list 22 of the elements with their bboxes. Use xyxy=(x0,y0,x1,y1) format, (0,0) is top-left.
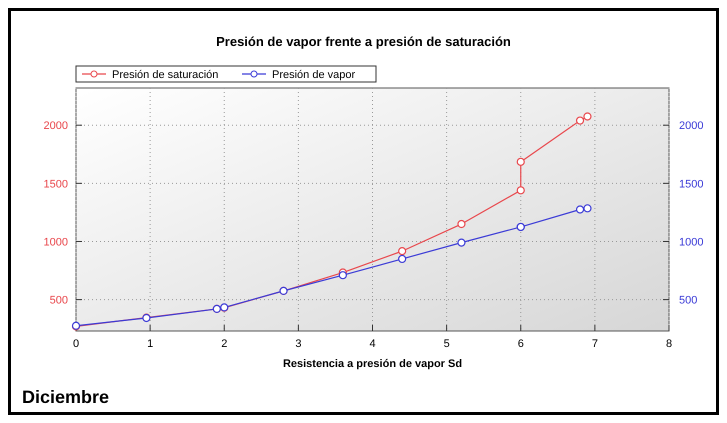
x-tick-label: 6 xyxy=(518,338,524,350)
legend-label: Presión de vapor xyxy=(272,69,356,81)
x-tick-label: 1 xyxy=(147,338,154,350)
y-tick-label: 1500 xyxy=(44,178,68,190)
x-tick-label: 5 xyxy=(444,338,450,350)
x-tick-label: 8 xyxy=(666,338,672,350)
y-tick-label: 1000 xyxy=(44,236,68,248)
y2-tick-label: 1000 xyxy=(679,236,704,248)
x-tick-label: 0 xyxy=(72,338,80,350)
y2-tick-label: 500 xyxy=(679,294,698,307)
chart-title: Presión de vapor frente a presión de saturación xyxy=(216,34,511,49)
x-axis-title: Resistencia a presión de vapor Sd xyxy=(282,358,462,370)
y2-tick-label: 1500 xyxy=(679,178,704,190)
y-tick-label: 2000 xyxy=(44,120,68,132)
x-tick-label: 7 xyxy=(592,338,598,350)
legend-label: Presión de saturación xyxy=(112,69,218,81)
y-tick-label: 500 xyxy=(50,294,68,307)
x-tick-label: 4 xyxy=(369,338,376,350)
x-tick-label: 3 xyxy=(295,338,302,350)
y2-tick-label: 2000 xyxy=(679,120,704,132)
text: Diciembre xyxy=(22,387,110,407)
x-tick-label: 2 xyxy=(221,338,228,350)
